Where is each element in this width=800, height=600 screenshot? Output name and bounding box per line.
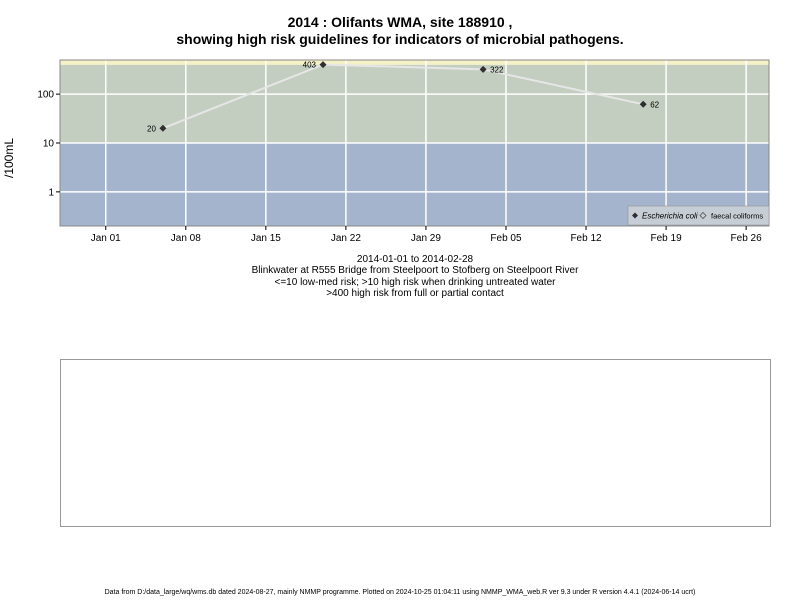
site-location: Blinkwater at R555 Bridge from Steelpoor…	[251, 265, 579, 276]
x-tick-label-1: Jan 08	[171, 233, 201, 244]
legend-marker-faecal	[699, 211, 707, 220]
data-label-1: 403	[303, 61, 317, 70]
x-tick-label-8: Feb 26	[731, 233, 763, 244]
y-axis: 1 10 100	[37, 90, 60, 198]
x-tick-label-7: Feb 19	[651, 233, 683, 244]
x-tick-label-0: Jan 01	[91, 233, 121, 244]
data-label-0: 20	[147, 124, 156, 133]
x-tick-label-6: Feb 12	[570, 233, 602, 244]
legend-marker-ecoli	[632, 212, 638, 219]
data-points	[159, 61, 647, 132]
data-point-2	[479, 65, 487, 73]
footer-note: Data from D:/data_large/wq/wms.db dated …	[104, 589, 696, 596]
risk-band-2	[60, 60, 769, 65]
x-axis: Jan 01 Jan 08 Jan 15 Jan 22 Jan 29 Feb 05 Feb …	[91, 226, 762, 244]
x-tick-label-2: Jan 15	[251, 233, 281, 244]
data-point-0	[159, 124, 167, 132]
data-label-3: 62	[650, 100, 659, 109]
x-tick-label-4: Jan 29	[411, 233, 441, 244]
legend-box	[627, 205, 770, 226]
data-labels: 20 403 322 62	[147, 61, 660, 134]
series-line	[162, 63, 644, 130]
guideline-drinking: <=10 low-med risk; >10 high risk when dr…	[274, 277, 556, 288]
x-tick-label-3: Jan 22	[331, 233, 361, 244]
y-tick-label-1: 10	[43, 139, 55, 150]
grid-lines	[60, 60, 769, 226]
data-label-2: 322	[490, 65, 504, 74]
chart-title: 2014 : Olifants WMA, site 188910 ,	[287, 14, 513, 30]
data-point-3	[639, 100, 647, 108]
legend: Escherichia coli faecal coliforms	[627, 205, 770, 226]
empty-chart-panel	[60, 359, 771, 527]
x-tick-label-5: Feb 05	[490, 233, 522, 244]
data-point-1	[319, 61, 327, 69]
legend-label-ecoli: Escherichia coli	[642, 212, 698, 221]
chart-subtitle: showing high risk guidelines for indicat…	[176, 31, 624, 47]
date-range: 2014-01-01 to 2014-02-28	[356, 254, 474, 265]
y-tick-label-2: 100	[37, 90, 54, 101]
ecoli-line	[162, 63, 644, 130]
guideline-contact: >400 high risk from full or partial cont…	[326, 288, 504, 299]
y-tick-label-0: 1	[48, 187, 54, 198]
legend-label-faecal: faecal coliforms	[711, 212, 763, 221]
risk-band-1	[60, 64, 769, 143]
